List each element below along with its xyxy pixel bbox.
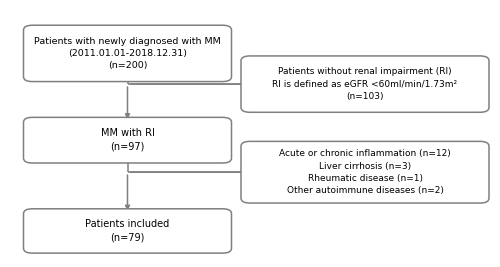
Text: Acute or chronic inflammation (n=12)
Liver cirrhosis (n=3)
Rheumatic disease (n=: Acute or chronic inflammation (n=12) Liv… [279, 150, 451, 195]
Text: Patients without renal impairment (RI)
RI is defined as eGFR <60ml/min/1.73m²
(n: Patients without renal impairment (RI) R… [272, 68, 458, 101]
FancyBboxPatch shape [24, 25, 232, 82]
FancyBboxPatch shape [241, 142, 489, 203]
Text: Patients with newly diagnosed with MM
(2011.01.01-2018.12.31)
(n=200): Patients with newly diagnosed with MM (2… [34, 37, 221, 70]
FancyBboxPatch shape [241, 56, 489, 112]
FancyBboxPatch shape [24, 117, 232, 163]
FancyBboxPatch shape [24, 209, 232, 253]
Text: Patients included
(n=79): Patients included (n=79) [86, 219, 170, 243]
Text: MM with RI
(n=97): MM with RI (n=97) [100, 128, 154, 152]
